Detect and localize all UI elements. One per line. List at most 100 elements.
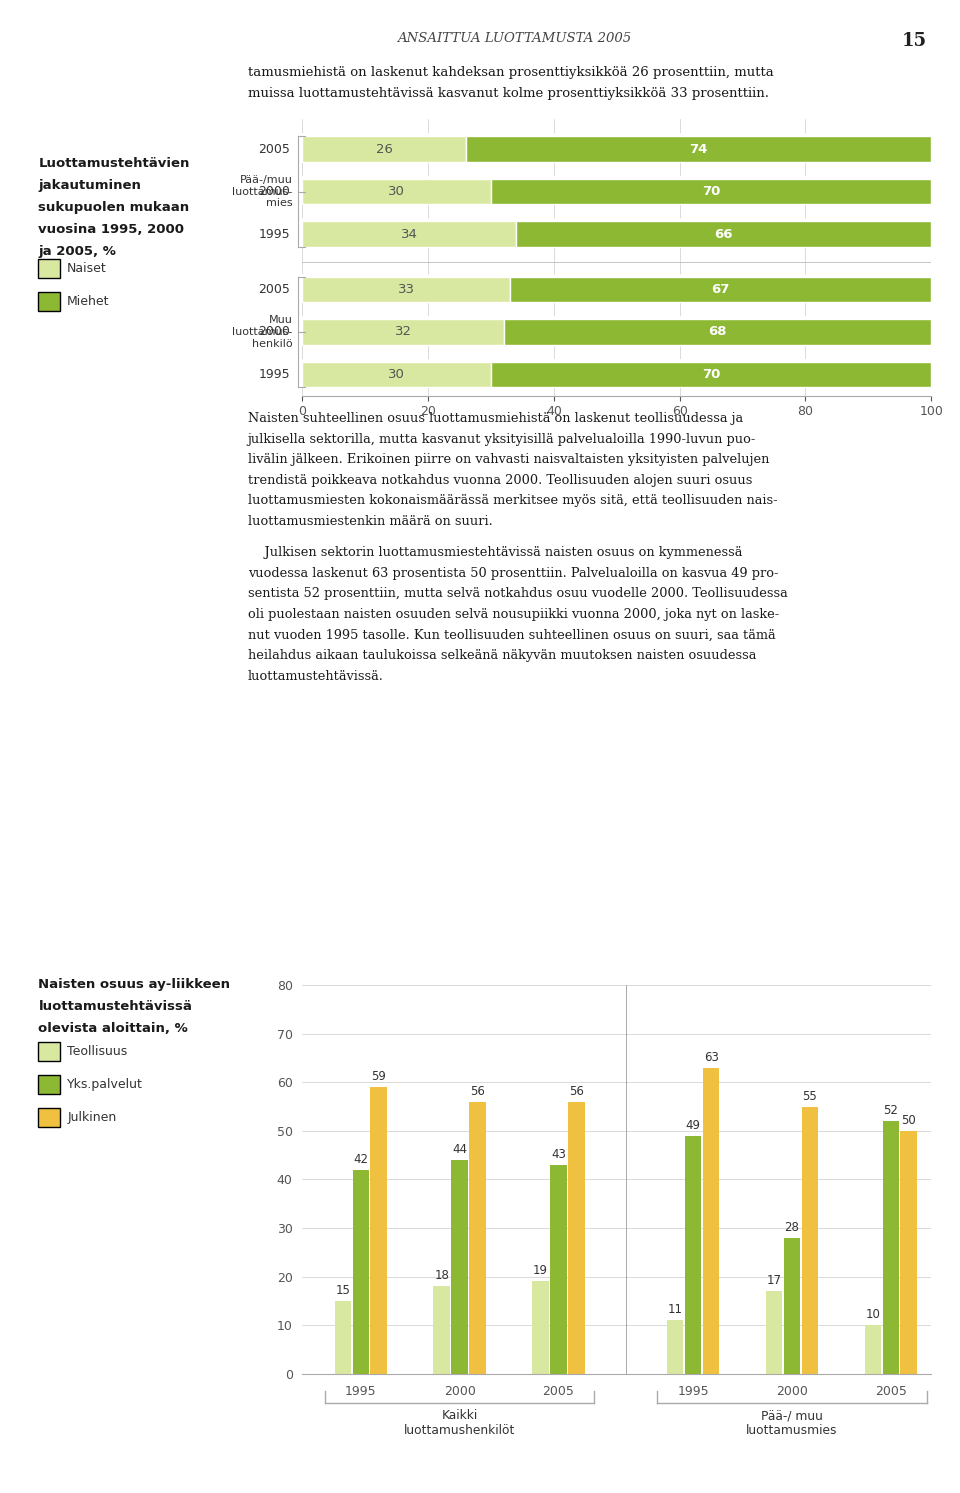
Bar xyxy=(352,1171,369,1374)
Bar xyxy=(302,276,510,302)
Text: livälin jälkeen. Erikoinen piirre on vahvasti naisvaltaisten yksityisten palvelu: livälin jälkeen. Erikoinen piirre on vah… xyxy=(248,454,769,466)
Text: 1995: 1995 xyxy=(258,367,290,381)
Text: 26: 26 xyxy=(375,143,393,155)
Text: Pää-/ muu
luottamusmies: Pää-/ muu luottamusmies xyxy=(746,1409,838,1438)
Text: 70: 70 xyxy=(702,185,720,199)
Text: Naisten suhteellinen osuus luottamusmiehistä on laskenut teollisuudessa ja: Naisten suhteellinen osuus luottamusmieh… xyxy=(248,412,743,426)
Bar xyxy=(433,1285,450,1374)
Bar xyxy=(451,1160,468,1374)
Text: 44: 44 xyxy=(452,1144,468,1156)
Text: muissa luottamustehtävissä kasvanut kolme prosenttiyksikköä 33 prosenttiin.: muissa luottamustehtävissä kasvanut kolm… xyxy=(248,87,769,100)
Text: Julkisen sektorin luottamusmiestehtävissä naisten osuus on kymmenessä: Julkisen sektorin luottamusmiestehtäviss… xyxy=(248,546,742,558)
Text: oli puolestaan naisten osuuden selvä nousupiikki vuonna 2000, joka nyt on laske-: oli puolestaan naisten osuuden selvä nou… xyxy=(248,608,779,621)
Bar xyxy=(766,1291,782,1374)
Text: 30: 30 xyxy=(388,367,405,381)
Text: 63: 63 xyxy=(704,1051,718,1065)
Text: Kaikki
luottamushenkilöt: Kaikki luottamushenkilöt xyxy=(404,1409,516,1438)
Bar xyxy=(302,221,516,246)
Text: 17: 17 xyxy=(766,1274,781,1287)
Text: Miehet: Miehet xyxy=(67,296,109,308)
Text: 67: 67 xyxy=(711,282,730,296)
Bar xyxy=(302,136,466,161)
Bar xyxy=(684,1136,702,1374)
Text: 2000: 2000 xyxy=(258,325,290,339)
Text: 2005: 2005 xyxy=(258,143,290,155)
Text: 59: 59 xyxy=(372,1070,386,1084)
Text: 32: 32 xyxy=(395,325,412,339)
Bar xyxy=(334,1300,351,1374)
Bar xyxy=(783,1238,801,1374)
Text: jakautuminen: jakautuminen xyxy=(38,179,141,193)
Text: 49: 49 xyxy=(685,1118,701,1132)
Bar xyxy=(882,1121,900,1374)
Text: 30: 30 xyxy=(388,185,405,199)
Text: 43: 43 xyxy=(551,1148,565,1162)
Text: Naisten osuus ay-liikkeen: Naisten osuus ay-liikkeen xyxy=(38,978,230,991)
Bar xyxy=(568,1102,585,1374)
Text: heilahdus aikaan taulukoissa selkeänä näkyvän muutoksen naisten osuudessa: heilahdus aikaan taulukoissa selkeänä nä… xyxy=(248,649,756,661)
Text: luottamustehtävissä.: luottamustehtävissä. xyxy=(248,669,384,682)
Text: 11: 11 xyxy=(668,1303,683,1317)
Bar xyxy=(371,1087,387,1374)
Text: ja 2005, %: ja 2005, % xyxy=(38,245,116,258)
Bar xyxy=(703,1067,719,1374)
Bar xyxy=(491,361,931,387)
Text: 55: 55 xyxy=(803,1090,817,1103)
Bar xyxy=(504,320,931,345)
Bar xyxy=(302,361,491,387)
Text: 52: 52 xyxy=(883,1105,899,1117)
Bar xyxy=(469,1102,486,1374)
Text: 33: 33 xyxy=(397,282,415,296)
Text: 42: 42 xyxy=(353,1153,369,1166)
Text: vuosina 1995, 2000: vuosina 1995, 2000 xyxy=(38,222,184,236)
Text: Teollisuus: Teollisuus xyxy=(67,1045,128,1059)
Bar xyxy=(302,320,504,345)
Text: olevista aloittain, %: olevista aloittain, % xyxy=(38,1023,188,1035)
Text: 18: 18 xyxy=(434,1269,449,1282)
Text: 19: 19 xyxy=(533,1265,548,1278)
Text: 15: 15 xyxy=(335,1284,350,1297)
Text: Muu
luottamus-
henkilö: Muu luottamus- henkilö xyxy=(232,315,293,348)
Text: Yks.palvelut: Yks.palvelut xyxy=(67,1078,143,1091)
Text: sentista 52 prosenttiin, mutta selvä notkahdus osuu vuodelle 2000. Teollisuudess: sentista 52 prosenttiin, mutta selvä not… xyxy=(248,587,787,600)
Bar xyxy=(466,136,931,161)
Bar xyxy=(510,276,931,302)
Text: 15: 15 xyxy=(901,33,926,51)
Text: 50: 50 xyxy=(901,1114,916,1127)
Text: nut vuoden 1995 tasolle. Kun teollisuuden suhteellinen osuus on suuri, saa tämä: nut vuoden 1995 tasolle. Kun teollisuude… xyxy=(248,629,776,642)
Text: luottamustehtävissä: luottamustehtävissä xyxy=(38,1000,192,1014)
Text: Luottamustehtävien: Luottamustehtävien xyxy=(38,157,190,170)
Text: Pää-/muu
luottamus-
mies: Pää-/muu luottamus- mies xyxy=(232,175,293,209)
Text: vuodessa laskenut 63 prosentista 50 prosenttiin. Palvelualoilla on kasvua 49 pro: vuodessa laskenut 63 prosentista 50 pros… xyxy=(248,567,779,579)
Text: luottamusmiesten kokonaismäärässä merkitsee myös sitä, että teollisuuden nais-: luottamusmiesten kokonaismäärässä merkit… xyxy=(248,494,778,508)
Text: 10: 10 xyxy=(865,1308,880,1321)
Bar xyxy=(802,1106,818,1374)
Text: ANSAITTUA LUOTTAMUSTA 2005: ANSAITTUA LUOTTAMUSTA 2005 xyxy=(396,33,631,45)
Bar xyxy=(667,1320,684,1374)
Text: 56: 56 xyxy=(569,1085,584,1097)
Text: 2000: 2000 xyxy=(258,185,290,199)
Bar xyxy=(516,221,931,246)
Text: luottamusmiestenkin määrä on suuri.: luottamusmiestenkin määrä on suuri. xyxy=(248,515,492,529)
Bar xyxy=(302,179,491,205)
Text: 66: 66 xyxy=(714,227,732,240)
Text: tamusmiehistä on laskenut kahdeksan prosenttiyksikköä 26 prosenttiin, mutta: tamusmiehistä on laskenut kahdeksan pros… xyxy=(248,66,774,79)
Text: Julkinen: Julkinen xyxy=(67,1111,116,1124)
Text: Naiset: Naiset xyxy=(67,263,107,275)
Bar xyxy=(532,1281,549,1374)
Text: sukupuolen mukaan: sukupuolen mukaan xyxy=(38,202,189,213)
Bar xyxy=(900,1132,917,1374)
Text: 2005: 2005 xyxy=(258,282,290,296)
Bar xyxy=(550,1165,566,1374)
Text: 68: 68 xyxy=(708,325,727,339)
Text: 74: 74 xyxy=(689,143,708,155)
Text: julkisella sektorilla, mutta kasvanut yksityisillä palvelualoilla 1990-luvun puo: julkisella sektorilla, mutta kasvanut yk… xyxy=(248,433,756,446)
Text: 56: 56 xyxy=(470,1085,485,1097)
Text: trendistä poikkeava notkahdus vuonna 2000. Teollisuuden alojen suuri osuus: trendistä poikkeava notkahdus vuonna 200… xyxy=(248,473,752,487)
Text: 34: 34 xyxy=(401,227,418,240)
Text: 28: 28 xyxy=(784,1221,800,1233)
Text: 70: 70 xyxy=(702,367,720,381)
Text: 1995: 1995 xyxy=(258,227,290,240)
Bar xyxy=(865,1326,881,1374)
Bar xyxy=(491,179,931,205)
